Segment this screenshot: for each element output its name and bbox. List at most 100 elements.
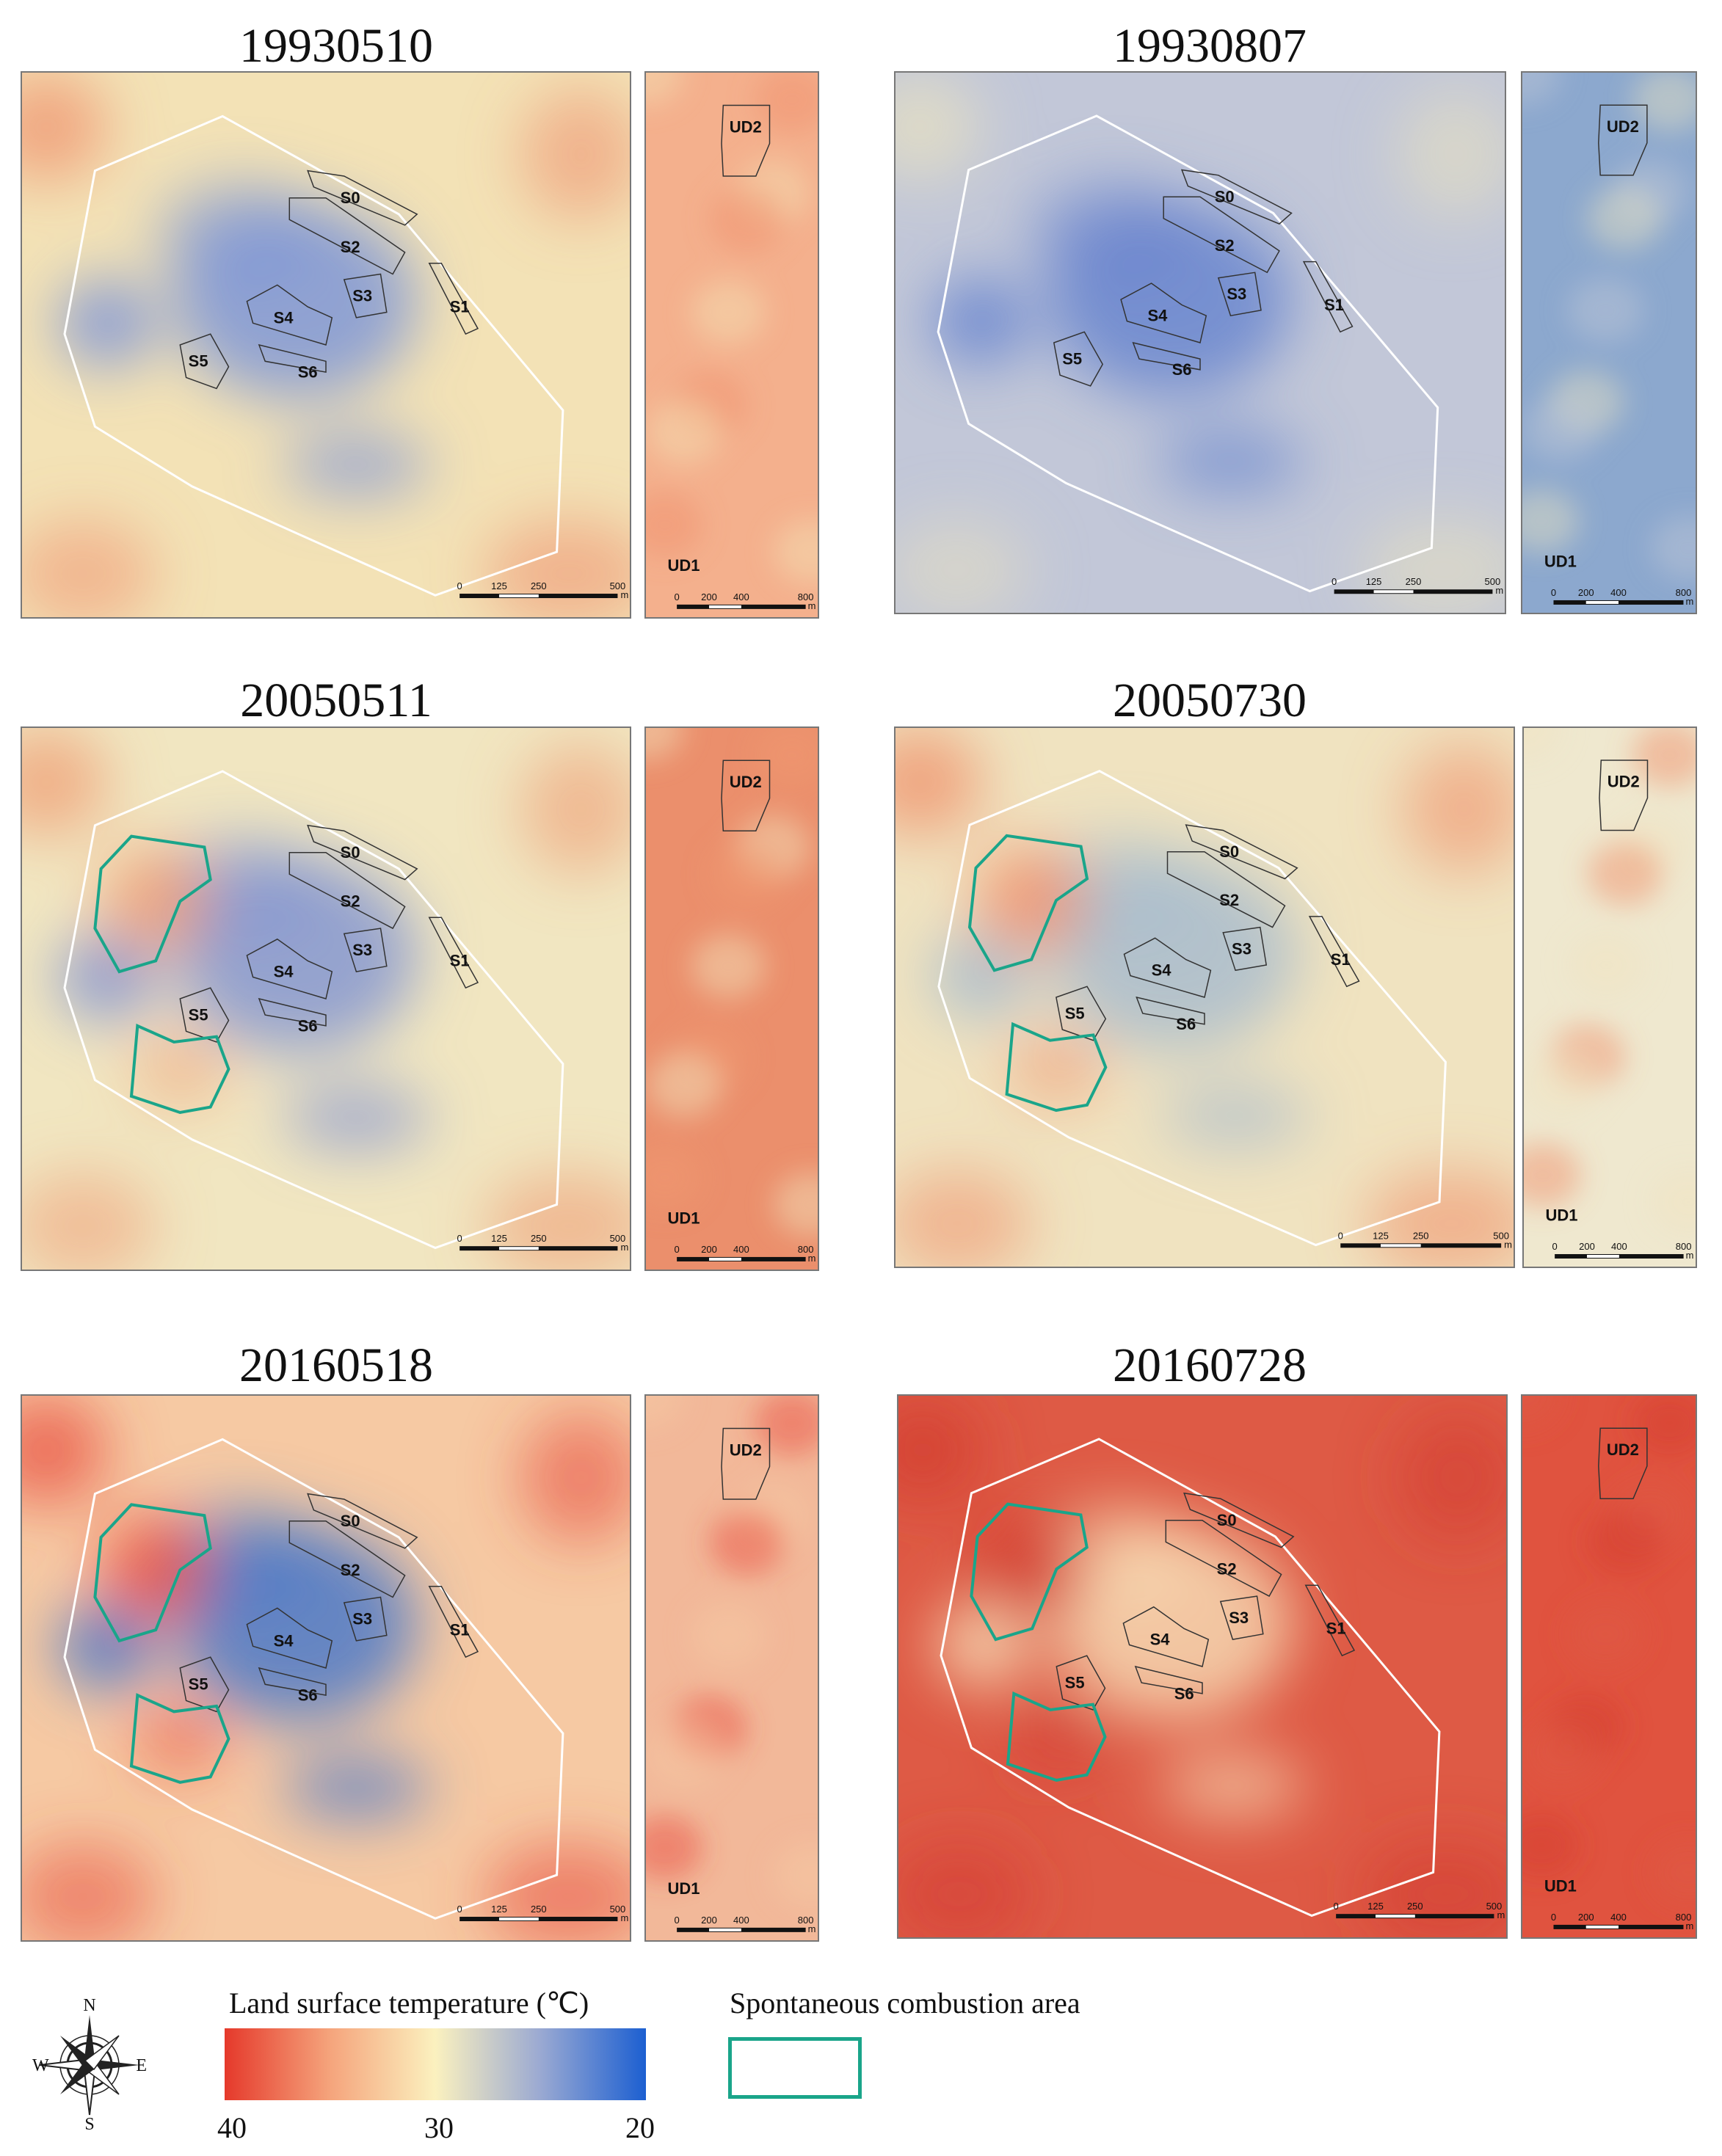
- ud1-label: UD1: [667, 1209, 700, 1227]
- site-label-s6: S6: [1174, 1684, 1194, 1702]
- site-label-s1: S1: [450, 297, 470, 316]
- north-arrow-compass-icon: N S W E: [32, 1999, 147, 2131]
- scalebar-tick: 500: [1493, 1230, 1509, 1241]
- scalebar-tick: 0: [457, 1904, 462, 1915]
- ud2-outline: [1598, 1427, 1648, 1499]
- undisturbed-strip-panel: UD2 UD1 0 200 400 800 m: [644, 71, 819, 619]
- site-label-s0: S0: [341, 189, 360, 207]
- site-label-s3: S3: [1227, 285, 1246, 303]
- ud1-label: UD1: [1545, 1206, 1577, 1225]
- site-label-s3: S3: [1229, 1609, 1249, 1627]
- ramp-tick-min: 20: [625, 2111, 655, 2144]
- site-label-s6: S6: [298, 1016, 318, 1035]
- site-label-s5: S5: [1065, 1004, 1085, 1022]
- strip-scalebar-tick: 800: [798, 1244, 814, 1255]
- site-outline-s3: [1219, 1595, 1264, 1640]
- scalebar-tick: 125: [491, 1233, 507, 1244]
- lst-map-panel: S0 S2 S3 S1 S4 S6 S5 0 125 250 500 m: [894, 726, 1515, 1268]
- site-outline-s4: [246, 1607, 333, 1669]
- site-outline-s1: [428, 917, 479, 989]
- ud2-label: UD2: [1607, 117, 1639, 136]
- scalebar-tick: 500: [610, 1904, 626, 1915]
- panel-title: 20160728: [1113, 1339, 1307, 1392]
- ud2-label: UD2: [1607, 773, 1640, 791]
- strip-scalebar-tick: 0: [675, 1244, 680, 1255]
- strip-scalebar-tick: 0: [675, 591, 680, 602]
- scalebar-unit: m: [1504, 1239, 1512, 1250]
- study-area-boundary: [937, 114, 1439, 593]
- scalebar-tick: 250: [531, 580, 547, 591]
- panel-title: 20050730: [1113, 674, 1307, 727]
- site-label-s0: S0: [341, 1512, 360, 1530]
- strip-scalebar-tick: 200: [1579, 1241, 1595, 1252]
- site-outline-s1: [428, 262, 479, 335]
- site-outline-s2: [1165, 1519, 1282, 1598]
- scalebar-unit: m: [1497, 1909, 1505, 1920]
- site-outline-s3: [343, 273, 388, 318]
- strip-scalebar-tick: 200: [701, 1244, 717, 1255]
- scalebar-tick: 0: [457, 1233, 462, 1244]
- combustion-area-2: [1005, 1021, 1108, 1112]
- strip-scalebar-tick: 0: [1551, 1912, 1556, 1923]
- lst-map-panel: S0 S2 S3 S1 S4 S6 S5 0 125 250 500 m: [894, 71, 1506, 614]
- scalebar-tick: 125: [1367, 1901, 1384, 1912]
- site-outline-s1: [428, 1585, 479, 1658]
- site-label-s4: S4: [1152, 961, 1172, 980]
- site-label-s4: S4: [1150, 1630, 1171, 1648]
- panel-title: 19930807: [1113, 19, 1307, 73]
- site-outline-s6: [258, 1667, 327, 1696]
- site-label-s3: S3: [352, 287, 372, 305]
- scalebar-tick: 0: [1332, 576, 1337, 587]
- strip-scalebar-tick: 200: [1578, 1912, 1594, 1923]
- site-label-s6: S6: [1172, 360, 1192, 379]
- strip-scalebar-tick: 400: [1610, 587, 1627, 598]
- site-label-s6: S6: [1176, 1015, 1196, 1033]
- site-label-s5: S5: [189, 1006, 208, 1024]
- combustion-legend-swatch: [728, 2037, 862, 2099]
- ud1-label: UD1: [1544, 1876, 1577, 1895]
- site-outline-s4: [1120, 283, 1207, 343]
- strip-scalebar-unit: m: [808, 1923, 816, 1934]
- panel-title: 20160518: [239, 1339, 433, 1392]
- strip-scalebar-tick: 800: [1676, 1241, 1692, 1252]
- site-outline-s5: [1056, 986, 1107, 1041]
- ramp-tick-mid: 30: [424, 2111, 454, 2144]
- site-outline-s5: [179, 333, 230, 390]
- combustion-area-2: [129, 1693, 230, 1784]
- site-label-s5: S5: [189, 1675, 208, 1694]
- ud2-label: UD2: [730, 118, 762, 136]
- strip-scalebar-tick: 400: [733, 1915, 749, 1926]
- scalebar-tick: 125: [1373, 1230, 1389, 1241]
- site-label-s3: S3: [1232, 939, 1251, 958]
- site-outline-s0: [1180, 169, 1293, 225]
- site-label-s2: S2: [1217, 1560, 1237, 1578]
- ramp-tick-max: 40: [217, 2111, 247, 2144]
- study-area-boundary: [63, 1438, 564, 1920]
- site-outline-s6: [258, 343, 327, 373]
- scalebar-tick: 125: [491, 580, 507, 591]
- scalebar-unit: m: [1495, 585, 1503, 596]
- site-label-s5: S5: [1062, 349, 1082, 368]
- ud1-label: UD1: [667, 1879, 700, 1898]
- strip-scalebar-tick: 400: [1611, 1241, 1627, 1252]
- study-area-boundary: [937, 770, 1447, 1247]
- site-outline-s0: [1185, 824, 1298, 880]
- site-label-s2: S2: [1219, 891, 1239, 909]
- strip-scalebar-tick: 200: [1578, 587, 1594, 598]
- site-outline-s2: [1163, 196, 1280, 274]
- scalebar-tick: 0: [1334, 1901, 1339, 1912]
- strip-scalebar-tick: 800: [798, 1915, 814, 1926]
- compass-s: S: [84, 2115, 94, 2131]
- site-outline-s6: [1132, 341, 1201, 371]
- site-outline-s3: [1217, 272, 1262, 317]
- site-label-s1: S1: [1331, 950, 1351, 969]
- strip-scalebar-tick: 800: [798, 591, 814, 602]
- scalebar-tick: 250: [531, 1904, 547, 1915]
- study-area-boundary: [940, 1438, 1441, 1918]
- site-outline-s3: [343, 1596, 388, 1642]
- scalebar-unit: m: [620, 1242, 628, 1253]
- ud1-label: UD1: [1544, 552, 1577, 570]
- site-outline-s4: [1122, 1606, 1210, 1667]
- strip-scalebar-unit: m: [1685, 1920, 1693, 1931]
- site-outline-s5: [179, 1656, 230, 1713]
